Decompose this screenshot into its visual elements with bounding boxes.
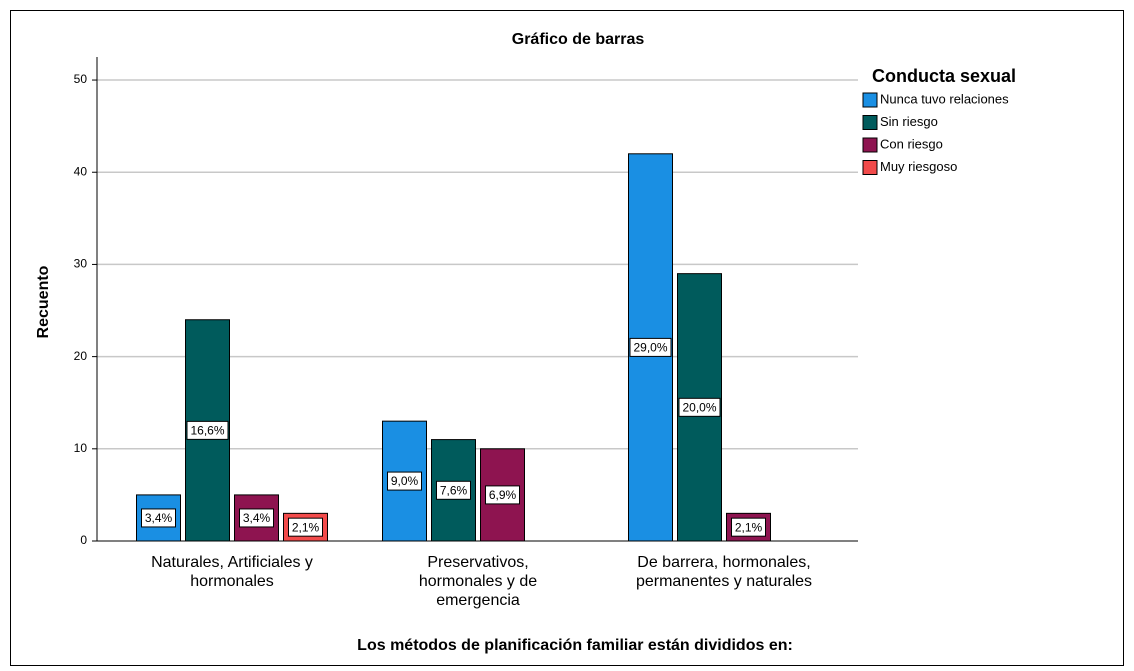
x-tick-label: De barrera, hormonales,	[637, 554, 810, 571]
value-label-box	[436, 480, 471, 500]
value-label: 3,4%	[145, 511, 173, 525]
y-tick-label: 10	[74, 441, 88, 455]
x-tick-label: emergencia	[436, 592, 520, 609]
legend-title: Conducta sexual	[872, 66, 1016, 86]
y-axis-title: Recuento	[35, 265, 52, 338]
legend-label: Sin riesgo	[880, 114, 938, 129]
x-tick-label: hormonales	[190, 573, 274, 590]
x-tick-label: permanentes y naturales	[636, 573, 812, 590]
value-label: 9,0%	[391, 474, 419, 488]
legend-label: Muy riesgoso	[880, 159, 957, 174]
y-tick-label: 0	[80, 533, 87, 547]
value-label: 6,9%	[489, 488, 517, 502]
legend-swatch	[862, 115, 878, 130]
legend-swatch	[862, 160, 878, 175]
value-label-box	[141, 508, 176, 528]
legend-swatch	[862, 92, 878, 108]
legend-label: Con riesgo	[880, 136, 943, 151]
y-tick-label: 30	[74, 257, 88, 271]
value-label: 16,6%	[190, 424, 224, 438]
legend-label: Nunca tuvo relaciones	[880, 91, 1009, 106]
value-label: 3,4%	[243, 511, 271, 525]
y-tick-label: 40	[74, 164, 88, 178]
x-tick-label: Naturales, Artificiales y	[151, 554, 313, 571]
value-label-box	[629, 337, 672, 357]
value-label-box	[678, 397, 721, 417]
x-tick-label: hormonales y de	[419, 573, 537, 590]
value-label-box	[731, 517, 766, 537]
value-label: 20,0%	[682, 400, 716, 414]
value-label-box	[186, 420, 229, 440]
value-label: 7,6%	[440, 483, 468, 497]
x-tick-label: Preservativos,	[427, 554, 528, 571]
legend-swatch	[862, 137, 878, 153]
y-tick-label: 50	[74, 72, 88, 86]
value-label-box	[387, 471, 422, 491]
value-label: 2,1%	[292, 520, 320, 534]
value-label: 29,0%	[633, 341, 667, 355]
value-label: 2,1%	[735, 520, 763, 534]
x-axis-title: Los métodos de planificación familiar es…	[357, 637, 793, 654]
chart-title: Gráfico de barras	[512, 31, 645, 48]
value-label-box	[485, 485, 520, 505]
value-label-box	[288, 517, 323, 537]
y-tick-label: 20	[74, 349, 88, 363]
value-label-box	[239, 508, 274, 528]
